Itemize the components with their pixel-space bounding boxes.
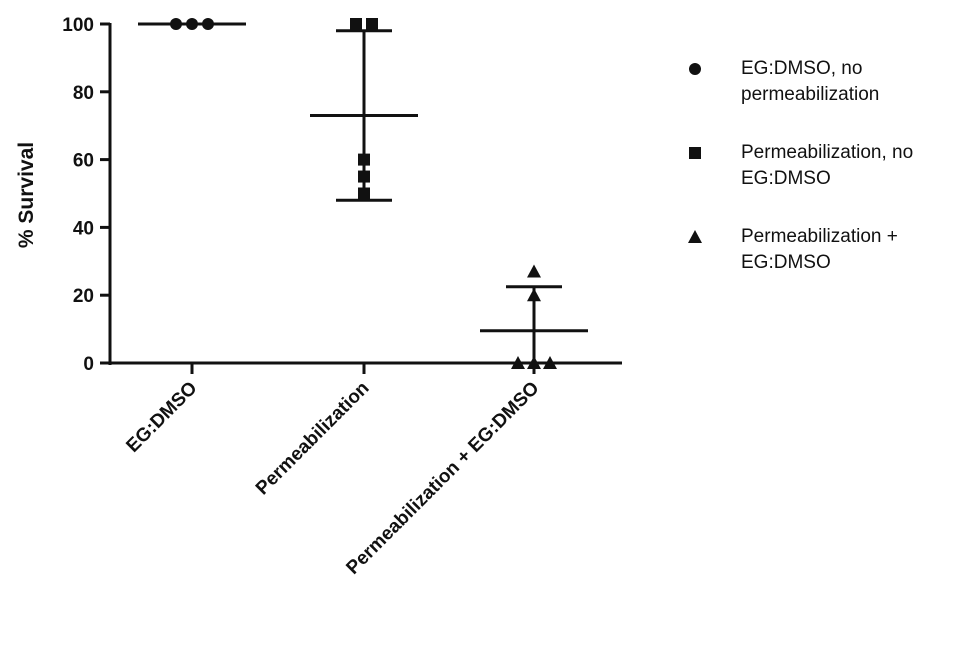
triangle-marker-icon (688, 230, 702, 243)
legend-item-square: Permeabilization, no EG:DMSO (683, 140, 963, 196)
series-group (310, 18, 418, 202)
y-tick-label: 0 (83, 354, 94, 375)
legend-item-triangle: Permeabilization + EG:DMSO (683, 224, 963, 280)
data-point (543, 356, 557, 369)
square-marker-icon (689, 147, 701, 159)
series-group (480, 264, 588, 369)
legend-label: Permeabilization, no EG:DMSO (741, 142, 914, 189)
y-tick-label: 80 (73, 83, 94, 104)
y-tick-label: 20 (73, 286, 94, 307)
chart-marks (138, 18, 588, 369)
series-group (138, 18, 246, 30)
data-point (186, 18, 198, 30)
data-point (350, 18, 362, 30)
data-point (366, 18, 378, 30)
y-axis-title: % Survival (15, 142, 38, 248)
legend-item-circle: EG:DMSO, no permeabilization (683, 56, 963, 112)
data-point (170, 18, 182, 30)
x-tick-label: Permeabilization + EG:DMSO (342, 378, 543, 579)
data-point (358, 170, 370, 183)
y-tick-label: 40 (73, 218, 94, 239)
legend: EG:DMSO, no permeabilization Permeabiliz… (683, 56, 963, 308)
data-point (527, 264, 541, 278)
y-tick-label: 100 (62, 15, 94, 36)
data-point (358, 153, 370, 166)
data-point (202, 18, 214, 30)
circle-marker-icon (689, 63, 701, 75)
data-point (358, 187, 370, 200)
legend-label: EG:DMSO, no permeabilization (741, 58, 880, 105)
data-point (527, 356, 541, 369)
legend-label: Permeabilization + EG:DMSO (741, 226, 898, 273)
x-tick-label: EG:DMSO (122, 378, 201, 457)
x-tick-label: Permeabilization (252, 378, 374, 500)
data-point (511, 356, 525, 369)
y-tick-label: 60 (73, 151, 94, 172)
data-point (527, 288, 541, 302)
